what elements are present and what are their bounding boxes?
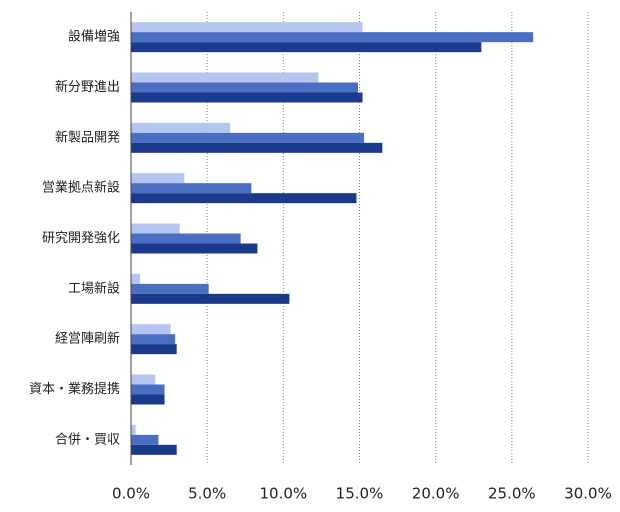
bar xyxy=(131,434,159,445)
bar xyxy=(131,32,534,43)
bar xyxy=(131,273,141,284)
x-tick-label: 30.0% xyxy=(564,485,612,503)
bar xyxy=(131,334,176,345)
bar xyxy=(131,22,363,33)
bar xyxy=(131,233,241,244)
y-tick-label: 新製品開発 xyxy=(55,129,120,145)
y-tick-label: 資本・業務提携 xyxy=(29,381,120,397)
bar xyxy=(131,132,365,143)
y-tick-label: 工場新設 xyxy=(68,280,120,296)
y-tick-label: 合併・買収 xyxy=(55,432,120,447)
bar xyxy=(131,72,319,83)
bar xyxy=(131,293,290,304)
bar xyxy=(131,394,165,405)
bar xyxy=(131,42,482,53)
y-tick-label: 新分野進出 xyxy=(55,79,120,95)
bar xyxy=(131,122,231,133)
bar xyxy=(131,243,258,254)
bar xyxy=(131,384,165,395)
y-tick-label: 営業拠点新設 xyxy=(42,180,120,196)
bar xyxy=(131,173,185,184)
bar xyxy=(131,424,136,435)
y-tick-label: 設備増強 xyxy=(68,29,120,45)
bar xyxy=(131,324,171,335)
y-tick-label: 経営陣刷新 xyxy=(55,331,120,347)
bar xyxy=(131,283,209,294)
x-tick-label: 25.0% xyxy=(488,485,536,503)
x-tick-label: 20.0% xyxy=(412,485,460,503)
bar xyxy=(131,344,177,355)
x-tick-label: 10.0% xyxy=(260,485,308,503)
bar xyxy=(131,223,180,234)
bar xyxy=(131,142,383,153)
bar xyxy=(131,444,177,455)
bar xyxy=(131,92,363,103)
x-tick-label: 15.0% xyxy=(336,485,384,503)
x-tick-label: 5.0% xyxy=(188,485,226,503)
bar xyxy=(131,193,357,204)
bar xyxy=(131,183,252,194)
y-tick-label: 研究開発強化 xyxy=(42,231,120,246)
bar xyxy=(131,82,358,93)
bar xyxy=(131,374,156,385)
x-tick-label: 0.0% xyxy=(112,485,150,503)
